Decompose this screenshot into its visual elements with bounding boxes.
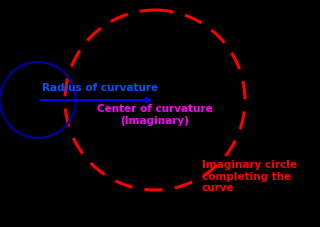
Text: Center of curvature
(Imaginary): Center of curvature (Imaginary)	[97, 104, 213, 126]
Text: Radius of curvature: Radius of curvature	[42, 83, 158, 93]
Text: Imaginary circle
completing the
curve: Imaginary circle completing the curve	[202, 160, 297, 193]
